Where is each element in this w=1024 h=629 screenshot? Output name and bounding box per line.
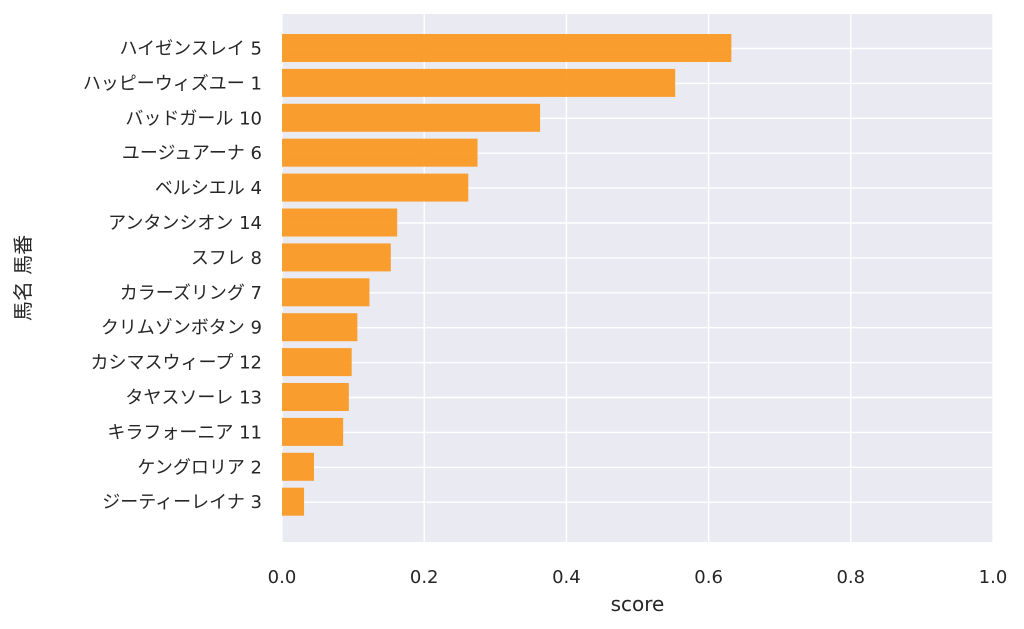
y-tick-label: アンタンシオン 14 (108, 213, 262, 234)
x-tick-label: 0.2 (410, 567, 439, 588)
y-tick-labels: ハイゼンスレイ 5 ハッピーウィズユー 1 バッドガール 10 ユージュアーナ 6 ベル… (83, 39, 262, 514)
y-tick-label: ジーティーレイナ 3 (102, 492, 262, 513)
bar (282, 103, 541, 132)
bar (282, 243, 391, 272)
bar (282, 452, 314, 481)
x-tick-label: 0.4 (552, 567, 581, 588)
bar (282, 278, 370, 307)
plot-area (282, 14, 993, 542)
x-axis-label: score (611, 592, 665, 616)
y-tick-label: バッドガール 10 (125, 108, 262, 129)
bar (282, 348, 352, 377)
x-tick-label: 0.8 (836, 567, 865, 588)
bar (282, 34, 732, 62)
y-tick-label: カラーズリング 7 (120, 283, 262, 304)
y-tick-label: タヤスソーレ 13 (125, 388, 262, 409)
bar (282, 417, 344, 446)
y-tick-label: ハイゼンスレイ 5 (120, 39, 262, 60)
y-tick-label: クリムゾンボタン 9 (101, 318, 262, 339)
y-tick-label: キラフォーニア 11 (107, 422, 262, 443)
bar (282, 68, 676, 97)
y-tick-label: ケングロリア 2 (137, 457, 262, 478)
bar (282, 383, 349, 411)
bar (282, 313, 358, 342)
y-axis-label: 馬名 馬番 (11, 235, 35, 321)
x-tick-label: 1.0 (979, 567, 1008, 588)
y-tick-label: ユージュアーナ 6 (122, 143, 262, 164)
y-tick-label: カシマスウィープ 12 (90, 353, 262, 374)
y-tick-label: スフレ 8 (191, 248, 262, 269)
bar (282, 173, 469, 202)
bars (282, 34, 732, 516)
y-tick-label: ベルシエル 4 (155, 178, 262, 199)
y-tick-label: ハッピーウィズユー 1 (83, 73, 262, 94)
bar (282, 138, 478, 167)
bar (282, 208, 398, 237)
x-tick-labels: 0.0 0.2 0.4 0.6 0.8 1.0 (268, 567, 1008, 588)
x-tick-label: 0.0 (268, 567, 297, 588)
bar (282, 487, 305, 516)
x-tick-label: 0.6 (694, 567, 723, 588)
